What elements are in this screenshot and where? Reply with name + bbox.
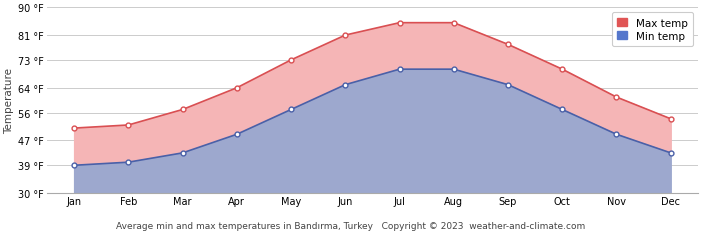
Y-axis label: Temperature: Temperature <box>4 68 14 134</box>
Text: Average min and max temperatures in Bandırma, Turkey   Copyright © 2023  weather: Average min and max temperatures in Band… <box>117 221 585 230</box>
Legend: Max temp, Min temp: Max temp, Min temp <box>611 13 693 47</box>
